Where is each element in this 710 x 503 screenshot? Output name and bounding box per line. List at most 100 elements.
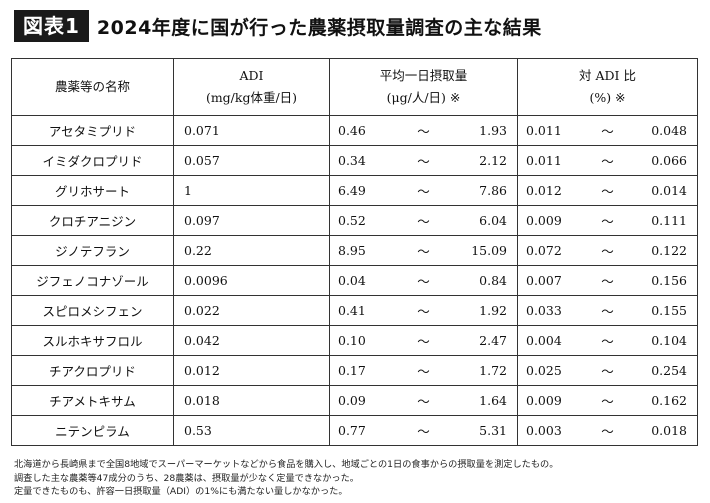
- pesticide-name: ジノテフラン: [11, 235, 174, 266]
- footnotes: 北海道から長崎県まで全国8地域でスーパーマーケットなどから食品を購入し、地域ごと…: [14, 458, 704, 499]
- ratio-range: 0.011 〜 0.066: [517, 145, 698, 176]
- pesticide-name: アセタミプリド: [11, 115, 174, 146]
- pesticide-name: グリホサート: [11, 175, 174, 206]
- table-row: グリホサート 1 6.49 〜 7.86 0.012 〜 0.014: [11, 175, 698, 206]
- table-row: チアクロプリド 0.012 0.17 〜 1.72 0.025 〜 0.254: [11, 355, 698, 386]
- adi-value: 0.022: [173, 295, 330, 326]
- header-intake-unit: (μg/人/日) ※: [386, 90, 461, 105]
- intake-low: 0.09: [338, 393, 366, 408]
- figure-title: 2024年度に国が行った農薬摂取量調査の主な結果: [96, 16, 542, 39]
- ratio-low: 0.012: [526, 183, 562, 198]
- ratio-high: 0.162: [651, 393, 687, 408]
- footnote-line: 調査した主な農薬等47成分のうち、28農薬は、摂取量が少なく定量できなかった。: [14, 472, 359, 484]
- ratio-range: 0.033 〜 0.155: [517, 295, 698, 326]
- ratio-high: 0.048: [651, 123, 687, 138]
- ratio-low: 0.011: [526, 123, 562, 138]
- range-separator: 〜: [417, 244, 430, 259]
- range-separator: 〜: [417, 304, 430, 319]
- header-name: 農薬等の名称: [11, 58, 174, 116]
- intake-range: 0.41 〜 1.92: [329, 295, 518, 326]
- intake-low: 0.41: [338, 303, 366, 318]
- intake-low: 0.04: [338, 273, 366, 288]
- table-row: アセタミプリド 0.071 0.46 〜 1.93 0.011 〜 0.048: [11, 115, 698, 146]
- range-separator: 〜: [601, 304, 614, 319]
- range-separator: 〜: [417, 274, 430, 289]
- intake-low: 0.46: [338, 123, 366, 138]
- intake-high: 7.86: [479, 183, 507, 198]
- ratio-range: 0.011 〜 0.048: [517, 115, 698, 146]
- intake-range: 8.95 〜 15.09: [329, 235, 518, 266]
- figure-badge: 図表1: [14, 10, 89, 42]
- intake-low: 8.95: [338, 243, 366, 258]
- intake-high: 1.72: [479, 363, 507, 378]
- range-separator: 〜: [417, 364, 430, 379]
- intake-high: 5.31: [479, 423, 507, 438]
- ratio-range: 0.007 〜 0.156: [517, 265, 698, 296]
- adi-value: 0.042: [173, 325, 330, 356]
- intake-low: 0.34: [338, 153, 366, 168]
- ratio-high: 0.254: [651, 363, 687, 378]
- adi-value: 0.0096: [173, 265, 330, 296]
- range-separator: 〜: [601, 154, 614, 169]
- header-intake: 平均一日摂取量 (μg/人/日) ※: [329, 58, 518, 116]
- pesticide-intake-table: 農薬等の名称 ADI (mg/kg体重/日) 平均一日摂取量 (μg/人/日) …: [11, 58, 698, 446]
- adi-value: 0.22: [173, 235, 330, 266]
- footnote-line: 北海道から長崎県まで全国8地域でスーパーマーケットなどから食品を購入し、地域ごと…: [14, 459, 559, 470]
- intake-range: 0.52 〜 6.04: [329, 205, 518, 236]
- intake-low: 6.49: [338, 183, 366, 198]
- range-separator: 〜: [417, 334, 430, 349]
- header-intake-label: 平均一日摂取量: [379, 68, 468, 83]
- adi-value: 0.018: [173, 385, 330, 416]
- table-row: クロチアニジン 0.097 0.52 〜 6.04 0.009 〜 0.111: [11, 205, 698, 236]
- range-separator: 〜: [601, 124, 614, 139]
- table-row: ニテンピラム 0.53 0.77 〜 5.31 0.003 〜 0.018: [11, 415, 698, 446]
- table-row: スルホキサフロル 0.042 0.10 〜 2.47 0.004 〜 0.104: [11, 325, 698, 356]
- range-separator: 〜: [601, 364, 614, 379]
- table-row: ジノテフラン 0.22 8.95 〜 15.09 0.072 〜 0.122: [11, 235, 698, 266]
- header-adi: ADI (mg/kg体重/日): [173, 58, 330, 116]
- ratio-high: 0.104: [651, 333, 687, 348]
- ratio-low: 0.009: [526, 213, 562, 228]
- ratio-low: 0.025: [526, 363, 562, 378]
- ratio-low: 0.011: [526, 153, 562, 168]
- intake-range: 0.77 〜 5.31: [329, 415, 518, 446]
- intake-range: 0.09 〜 1.64: [329, 385, 518, 416]
- ratio-range: 0.009 〜 0.162: [517, 385, 698, 416]
- ratio-high: 0.155: [651, 303, 687, 318]
- ratio-low: 0.009: [526, 393, 562, 408]
- range-separator: 〜: [601, 274, 614, 289]
- figure-header: 図表1 2024年度に国が行った農薬摂取量調査の主な結果: [14, 7, 542, 45]
- ratio-low: 0.003: [526, 423, 562, 438]
- intake-range: 6.49 〜 7.86: [329, 175, 518, 206]
- adi-value: 0.057: [173, 145, 330, 176]
- ratio-high: 0.018: [651, 423, 687, 438]
- intake-low: 0.52: [338, 213, 366, 228]
- ratio-range: 0.009 〜 0.111: [517, 205, 698, 236]
- range-separator: 〜: [417, 394, 430, 409]
- intake-high: 1.92: [479, 303, 507, 318]
- adi-value: 0.071: [173, 115, 330, 146]
- table-row: イミダクロプリド 0.057 0.34 〜 2.12 0.011 〜 0.066: [11, 145, 698, 176]
- footnote-line: 定量できたものも、許容一日摂取量（ADI）の1%にも満たない量しかなかった。: [14, 486, 348, 497]
- range-separator: 〜: [601, 214, 614, 229]
- table-body: アセタミプリド 0.071 0.46 〜 1.93 0.011 〜 0.048 イミダクロプリド…: [11, 115, 698, 446]
- header-name-label: 農薬等の名称: [54, 79, 130, 94]
- header-adi-unit: (mg/kg体重/日): [205, 90, 298, 105]
- intake-low: 0.77: [338, 423, 366, 438]
- intake-high: 2.47: [479, 333, 507, 348]
- pesticide-name: チアクロプリド: [11, 355, 174, 386]
- ratio-high: 0.122: [651, 243, 687, 258]
- ratio-range: 0.025 〜 0.254: [517, 355, 698, 386]
- table-row: チアメトキサム 0.018 0.09 〜 1.64 0.009 〜 0.162: [11, 385, 698, 416]
- adi-value: 0.097: [173, 205, 330, 236]
- ratio-low: 0.033: [526, 303, 562, 318]
- intake-low: 0.17: [338, 363, 366, 378]
- ratio-high: 0.014: [651, 183, 687, 198]
- intake-high: 0.84: [479, 273, 507, 288]
- ratio-low: 0.072: [526, 243, 562, 258]
- pesticide-name: ジフェノコナゾール: [11, 265, 174, 296]
- range-separator: 〜: [601, 424, 614, 439]
- range-separator: 〜: [417, 184, 430, 199]
- ratio-high: 0.066: [651, 153, 687, 168]
- ratio-range: 0.072 〜 0.122: [517, 235, 698, 266]
